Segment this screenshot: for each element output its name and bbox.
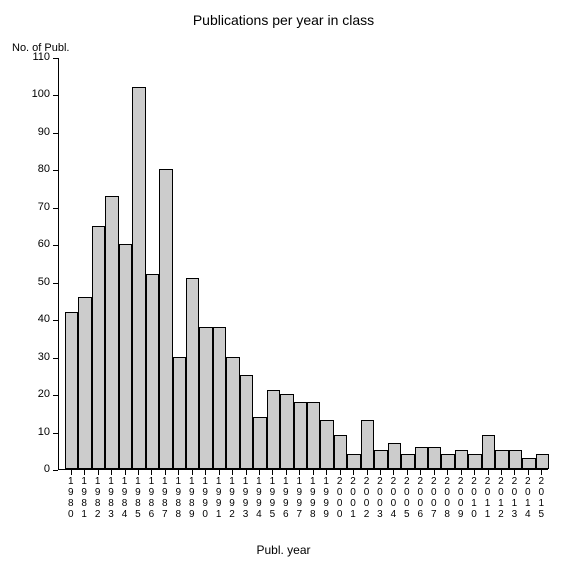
bar bbox=[468, 454, 481, 469]
x-tick-label: 2 0 0 5 bbox=[404, 476, 410, 520]
bar bbox=[294, 402, 307, 469]
y-tick-label: 90 bbox=[38, 126, 50, 138]
bar bbox=[334, 435, 347, 469]
x-tick-label: 2 0 0 2 bbox=[364, 476, 370, 520]
bar bbox=[253, 417, 266, 469]
x-tick-label: 2 0 0 3 bbox=[377, 476, 383, 520]
bar bbox=[320, 420, 333, 469]
x-tick-label: 2 0 1 4 bbox=[525, 476, 531, 520]
bar bbox=[415, 447, 428, 469]
y-tick-label: 50 bbox=[38, 276, 50, 288]
x-tick-label: 2 0 0 9 bbox=[458, 476, 464, 520]
x-tick-label: 2 0 0 1 bbox=[350, 476, 356, 520]
x-tick-label: 2 0 1 3 bbox=[512, 476, 518, 520]
y-tick-label: 10 bbox=[38, 426, 50, 438]
y-tick-label: 40 bbox=[38, 313, 50, 325]
chart-title: Publications per year in class bbox=[0, 12, 567, 28]
x-tick-label: 1 9 8 3 bbox=[108, 476, 114, 520]
bar bbox=[173, 357, 186, 469]
x-tick-label: 1 9 9 8 bbox=[310, 476, 316, 520]
x-tick-label: 2 0 0 8 bbox=[444, 476, 450, 520]
bar bbox=[146, 274, 159, 469]
bar bbox=[240, 375, 253, 469]
bars-container bbox=[59, 58, 548, 469]
bar bbox=[522, 458, 535, 469]
x-tick-label: 2 0 1 2 bbox=[498, 476, 504, 520]
bar bbox=[482, 435, 495, 469]
bar bbox=[280, 394, 293, 469]
bar bbox=[428, 447, 441, 469]
x-tick-label: 1 9 9 4 bbox=[256, 476, 262, 520]
x-tick-label: 2 0 1 5 bbox=[538, 476, 544, 520]
x-tick-label: 2 0 0 0 bbox=[337, 476, 343, 520]
y-ticks: 0102030405060708090100110 bbox=[0, 58, 58, 470]
x-tick-label: 2 0 0 6 bbox=[417, 476, 423, 520]
x-tick-label: 1 9 8 0 bbox=[68, 476, 74, 520]
x-tick-label: 1 9 8 8 bbox=[175, 476, 181, 520]
plot-area bbox=[58, 58, 548, 470]
bar bbox=[495, 450, 508, 469]
y-tick-label: 0 bbox=[44, 463, 50, 475]
bar bbox=[536, 454, 549, 469]
bar bbox=[347, 454, 360, 469]
bar bbox=[307, 402, 320, 469]
x-ticks: 1 9 8 0 1 9 8 1 1 9 8 2 1 9 8 3 1 9 8 4 1 9 8… bbox=[58, 470, 548, 540]
x-tick-label: 2 0 0 4 bbox=[391, 476, 397, 520]
y-tick-label: 70 bbox=[38, 201, 50, 213]
bar bbox=[132, 87, 145, 469]
x-tick-label: 1 9 9 0 bbox=[202, 476, 208, 520]
bar bbox=[441, 454, 454, 469]
x-tick-label: 1 9 9 9 bbox=[323, 476, 329, 520]
x-tick-label: 1 9 9 5 bbox=[270, 476, 276, 520]
x-tick-label: 1 9 8 4 bbox=[122, 476, 128, 520]
bar bbox=[267, 390, 280, 469]
bar bbox=[159, 169, 172, 469]
x-tick-label: 2 0 1 1 bbox=[485, 476, 491, 520]
bar bbox=[455, 450, 468, 469]
x-tick-label: 1 9 8 1 bbox=[81, 476, 87, 520]
bar bbox=[186, 278, 199, 469]
bar bbox=[92, 226, 105, 469]
x-tick-label: 1 9 9 3 bbox=[243, 476, 249, 520]
y-tick-label: 80 bbox=[38, 163, 50, 175]
bar bbox=[213, 327, 226, 469]
bar bbox=[119, 244, 132, 469]
bar bbox=[374, 450, 387, 469]
bar bbox=[361, 420, 374, 469]
x-tick-label: 2 0 0 7 bbox=[431, 476, 437, 520]
x-tick-label: 1 9 8 5 bbox=[135, 476, 141, 520]
bar bbox=[65, 312, 78, 469]
y-tick-label: 60 bbox=[38, 238, 50, 250]
x-tick-label: 1 9 8 6 bbox=[149, 476, 155, 520]
x-tick-label: 1 9 9 7 bbox=[296, 476, 302, 520]
x-tick-label: 1 9 8 7 bbox=[162, 476, 168, 520]
bar bbox=[78, 297, 91, 469]
bar bbox=[226, 357, 239, 469]
bar bbox=[401, 454, 414, 469]
y-tick-label: 110 bbox=[32, 51, 50, 63]
x-axis-title: Publ. year bbox=[0, 543, 567, 557]
y-tick-label: 20 bbox=[38, 388, 50, 400]
bar bbox=[388, 443, 401, 469]
y-tick-label: 30 bbox=[38, 351, 50, 363]
x-tick-label: 2 0 1 0 bbox=[471, 476, 477, 520]
bar bbox=[509, 450, 522, 469]
publications-chart: Publications per year in class No. of Pu… bbox=[0, 0, 567, 567]
bar bbox=[105, 196, 118, 469]
y-tick-label: 100 bbox=[32, 88, 50, 100]
x-tick-label: 1 9 8 2 bbox=[95, 476, 101, 520]
x-tick-label: 1 9 9 6 bbox=[283, 476, 289, 520]
x-tick-label: 1 9 9 1 bbox=[216, 476, 222, 520]
x-tick-label: 1 9 8 9 bbox=[189, 476, 195, 520]
x-tick-label: 1 9 9 2 bbox=[229, 476, 235, 520]
bar bbox=[199, 327, 212, 469]
